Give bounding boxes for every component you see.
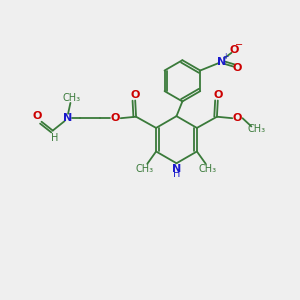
Text: +: + [222, 52, 229, 61]
Text: O: O [213, 90, 223, 100]
Text: H: H [173, 169, 180, 179]
Text: O: O [130, 90, 140, 100]
Text: N: N [172, 164, 181, 174]
Text: O: O [232, 63, 242, 73]
Text: O: O [111, 113, 120, 123]
Text: O: O [233, 113, 242, 123]
Text: H: H [50, 133, 58, 143]
Text: N: N [217, 57, 226, 67]
Text: N: N [63, 113, 73, 123]
Text: O: O [32, 111, 42, 122]
Text: −: − [235, 40, 243, 50]
Text: O: O [229, 46, 239, 56]
Text: CH₃: CH₃ [135, 164, 153, 174]
Text: CH₃: CH₃ [198, 164, 216, 174]
Text: CH₃: CH₃ [62, 93, 81, 103]
Text: CH₃: CH₃ [247, 124, 266, 134]
